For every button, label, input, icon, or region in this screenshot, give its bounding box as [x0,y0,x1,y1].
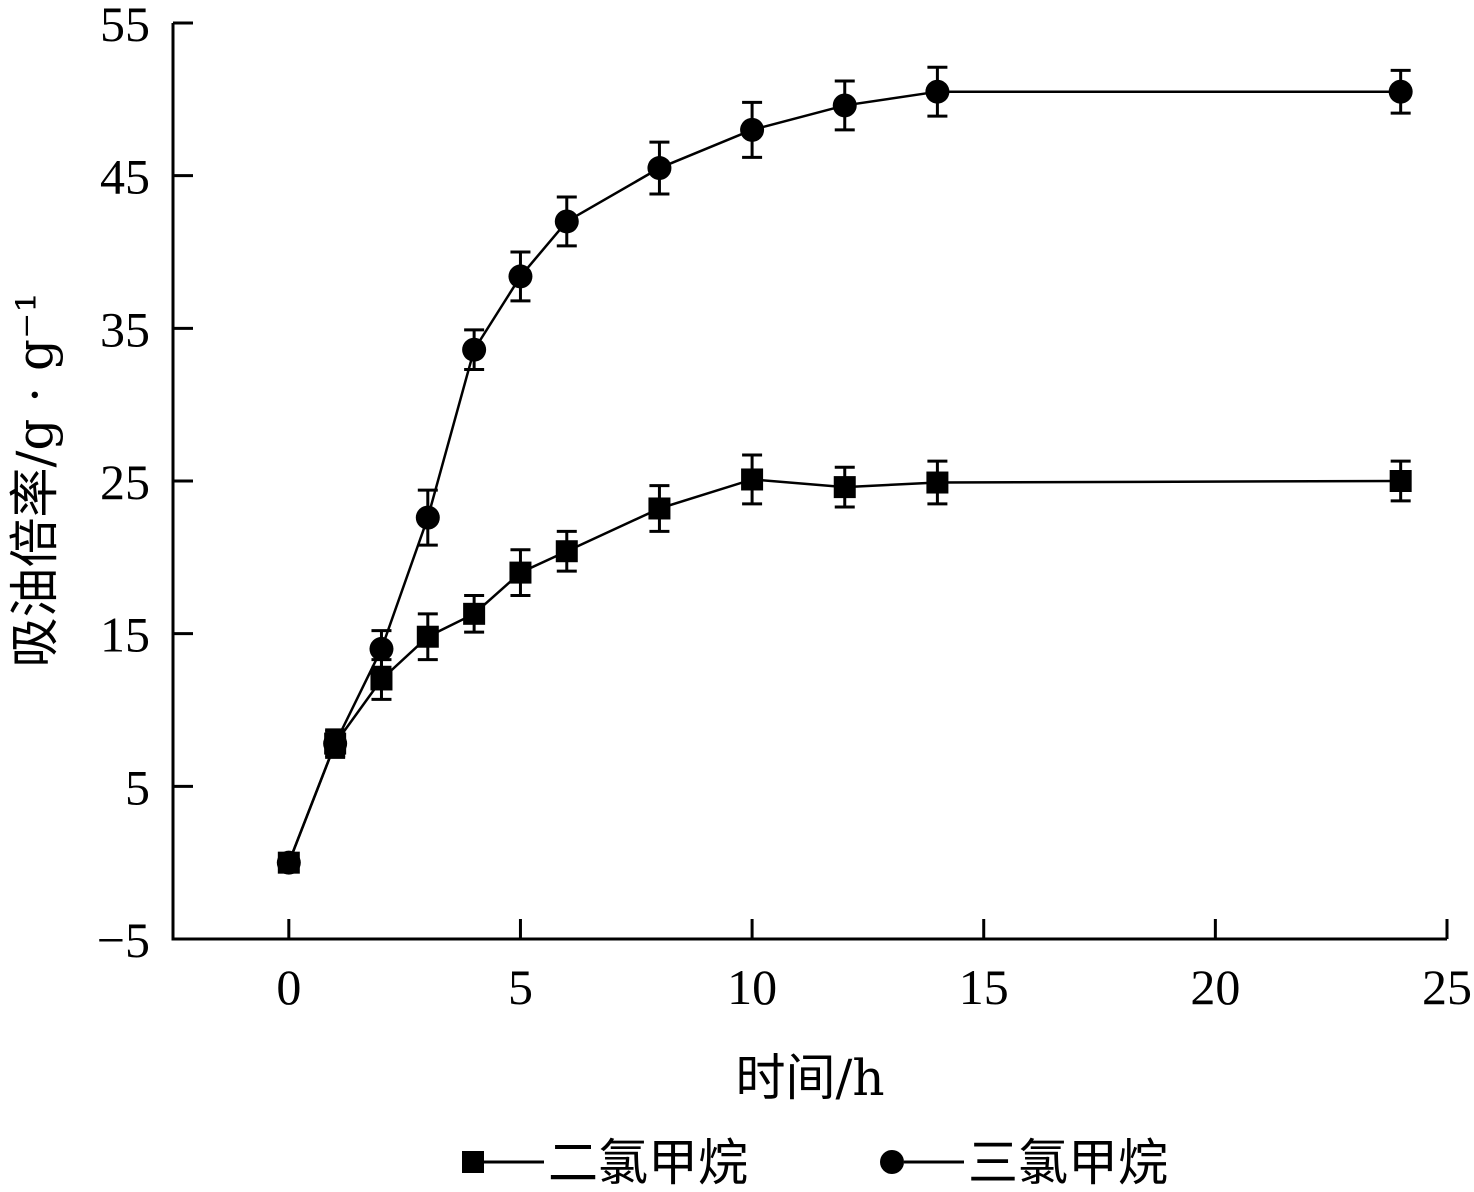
data-point-circle [832,93,857,118]
data-point-square [1389,470,1412,492]
data-point-circle [554,209,579,234]
data-point-circle [740,117,765,142]
y-tick-label: 45 [100,149,150,205]
data-point-circle [276,850,301,875]
y-tick-label: 25 [100,454,150,510]
y-tick-label: 15 [100,607,150,663]
data-point-square [370,668,393,691]
axes: 0 5 10 15 20 25 −5 5 15 25 35 45 55 [97,0,1472,1015]
legend-circle-marker [880,1150,904,1174]
data-point-square [926,471,949,494]
x-axis-title: 时间/h [735,1049,884,1107]
x-tick-label: 25 [1422,959,1472,1015]
data-point-square [741,468,764,491]
series-line [287,478,1401,864]
data-point-square [509,561,532,584]
y-tick-label: 35 [100,301,150,357]
data-point-circle [1388,79,1413,104]
legend-item-chloroform: 三氯甲烷 [880,1134,1168,1192]
series-2 [276,65,1413,875]
x-tick-label: 15 [959,959,1009,1015]
data-point-circle [925,79,950,104]
data-point-circle [369,636,394,661]
y-tick-label: 55 [100,0,150,52]
data-point-circle [647,156,672,181]
legend-item-dichloromethane: 二氯甲烷 [462,1134,748,1192]
y-tick-label: −5 [97,912,150,968]
x-tick-label: 10 [727,959,777,1015]
series-1 [277,453,1412,874]
data-point-circle [462,337,487,362]
plot-area [276,65,1413,875]
data-point-square [555,540,578,563]
legend: 二氯甲烷 三氯甲烷 [462,1134,1168,1192]
series-line [287,90,1401,864]
x-tick-label: 5 [508,959,533,1015]
data-point-square [648,497,671,520]
legend-square-marker [462,1151,484,1173]
legend-label-series-2: 三氯甲烷 [968,1134,1168,1192]
data-point-square [416,625,439,648]
y-tick-label: 5 [125,759,150,815]
data-point-circle [415,505,440,530]
data-point-circle [323,731,348,756]
legend-label-series-1: 二氯甲烷 [548,1134,748,1192]
data-point-square [463,602,486,625]
x-tick-label: 0 [276,959,301,1015]
data-point-circle [508,264,533,289]
x-tick-label: 20 [1190,959,1240,1015]
y-axis-title: 吸油倍率/g · g⁻¹ [6,293,64,668]
data-point-square [833,476,856,499]
